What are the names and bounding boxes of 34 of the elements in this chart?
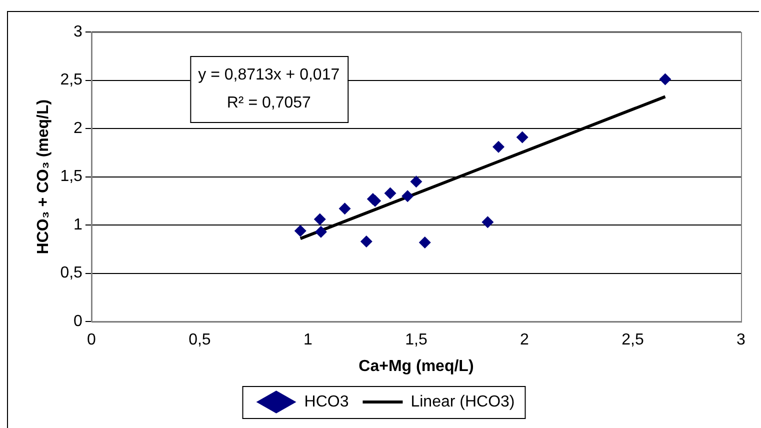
x-tick-label: 0,5 xyxy=(188,332,211,349)
y-tick-label: 2,5 xyxy=(60,72,83,89)
x-tick-label: 1 xyxy=(304,332,313,349)
point xyxy=(482,216,494,228)
point xyxy=(659,73,672,86)
y-tick-label: 1 xyxy=(74,216,83,234)
point xyxy=(360,235,372,248)
legend-label: HCO3 xyxy=(304,393,349,410)
y-tick-label: 0,5 xyxy=(60,264,83,282)
point xyxy=(418,236,431,248)
y-tick-label: 3 xyxy=(74,23,83,40)
point xyxy=(384,187,396,200)
annotation: y = 0,8713x + 0,017 xyxy=(198,66,340,84)
y-tick-label: 0 xyxy=(74,313,83,330)
point xyxy=(492,140,504,153)
point xyxy=(314,226,327,238)
point xyxy=(516,131,528,144)
y-tick-label: 2 xyxy=(74,120,83,137)
x-tick-label: 3 xyxy=(736,332,746,349)
point xyxy=(314,213,326,226)
legend-label: Linear (HCO3) xyxy=(410,393,515,410)
y-axis-title: HCO₃ + CO₃ (meq/L) xyxy=(35,99,52,254)
point xyxy=(338,202,351,215)
x-axis-title: Ca+Mg (meq/L) xyxy=(358,358,474,375)
x-tick-label: 2,5 xyxy=(622,332,644,349)
point xyxy=(294,224,306,237)
y-tick-label: 1,5 xyxy=(60,168,83,186)
x-tick-label: 0 xyxy=(86,332,96,349)
x-tick-label: 1,5 xyxy=(405,332,428,349)
annotation: R² = 0,7057 xyxy=(226,94,312,112)
point xyxy=(402,190,414,202)
point xyxy=(410,176,422,188)
point xyxy=(369,194,382,207)
x-tick-label: 2 xyxy=(520,332,530,349)
